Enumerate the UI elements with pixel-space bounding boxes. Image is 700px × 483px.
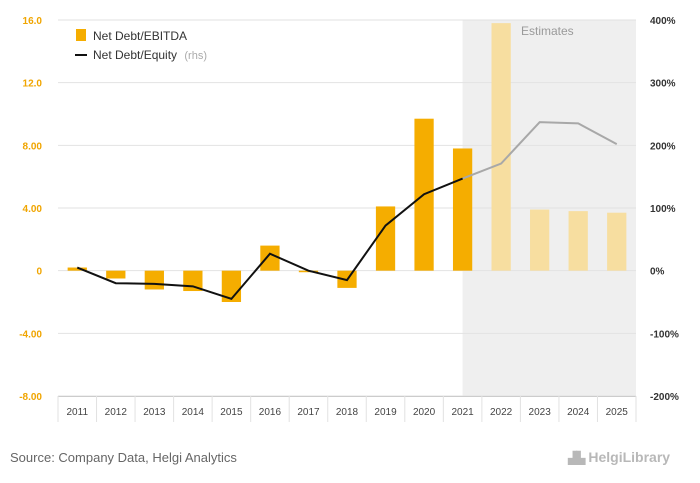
y2-tick-label: 400%	[650, 16, 676, 27]
bar-2021	[452, 148, 473, 271]
legend-label-bar: Net Debt/EBITDA	[93, 29, 187, 43]
bar-2016	[260, 245, 280, 271]
x-tick-label: 2022	[490, 407, 513, 418]
estimates-label: Estimates	[521, 24, 574, 38]
x-tick-label: 2011	[67, 407, 89, 418]
x-tick-label: 2021	[451, 407, 474, 418]
source-note: Source: Company Data, Helgi Analytics	[10, 450, 237, 465]
legend: Net Debt/EBITDA Net Debt/Equity (rhs)	[75, 29, 207, 62]
line-actual	[76, 177, 463, 301]
legend-swatch-bar	[76, 29, 86, 41]
left-axis: 16.0 12.0 8.00 4.00 0 -4.00 -8.00	[19, 16, 42, 403]
y-tick-label: -4.00	[19, 329, 42, 340]
y-tick-label: -8.00	[19, 392, 42, 403]
y2-tick-label: 100%	[650, 204, 676, 215]
x-axis: 2011 2012 2013 2014 2015 2016 2017 2018 2019 2020…	[57, 396, 637, 422]
y-tick-label: 8.00	[23, 141, 43, 152]
bar-2024	[568, 211, 588, 271]
bar-2013	[144, 270, 164, 290]
x-tick-label: 2012	[105, 407, 128, 418]
legend-label-line: Net Debt/Equity (rhs)	[93, 48, 207, 62]
y2-tick-label: -100%	[650, 329, 679, 340]
y-tick-label: 0	[36, 267, 42, 278]
y-tick-label: 12.0	[23, 79, 43, 90]
logo-text: HelgiLibrary	[588, 449, 671, 465]
bar-2025	[607, 212, 627, 271]
chart: 16.0 12.0 8.00 4.00 0 -4.00 -8.00 400% 300% 200%…	[19, 16, 679, 422]
y-tick-label: 4.00	[23, 204, 43, 215]
x-tick-label: 2017	[297, 407, 320, 418]
x-tick-label: 2015	[220, 407, 243, 418]
x-tick-label: 2018	[336, 407, 359, 418]
legend-line-name: Net Debt/Equity	[93, 48, 177, 62]
lines	[76, 121, 618, 301]
y2-tick-label: 0%	[650, 267, 665, 278]
legend-line-suffix: (rhs)	[184, 50, 207, 62]
x-tick-label: 2014	[182, 407, 205, 418]
bar-2012	[106, 270, 126, 279]
x-tick-label: 2019	[374, 407, 397, 418]
y2-tick-label: -200%	[650, 392, 679, 403]
x-tick-label: 2020	[413, 407, 436, 418]
bar-2011	[67, 267, 87, 271]
bar-2019	[375, 206, 396, 271]
bar-2022	[491, 23, 511, 271]
x-tick-label: 2025	[606, 407, 629, 418]
x-tick-label: 2016	[259, 407, 282, 418]
y2-tick-label: 300%	[650, 79, 676, 90]
helgi-library-logo: ▟▙ HelgiLibrary	[568, 449, 670, 465]
bar-2023	[530, 209, 550, 271]
line-estimate	[462, 121, 618, 180]
bars	[67, 23, 627, 302]
logo-mark-icon: ▟▙	[568, 451, 585, 465]
x-tick-label: 2023	[529, 407, 552, 418]
y2-tick-label: 200%	[650, 141, 676, 152]
x-tick-label: 2024	[567, 407, 590, 418]
y-tick-label: 16.0	[23, 16, 43, 27]
right-axis: 400% 300% 200% 100% 0% -100% -200%	[650, 16, 679, 403]
x-tick-label: 2013	[143, 407, 166, 418]
